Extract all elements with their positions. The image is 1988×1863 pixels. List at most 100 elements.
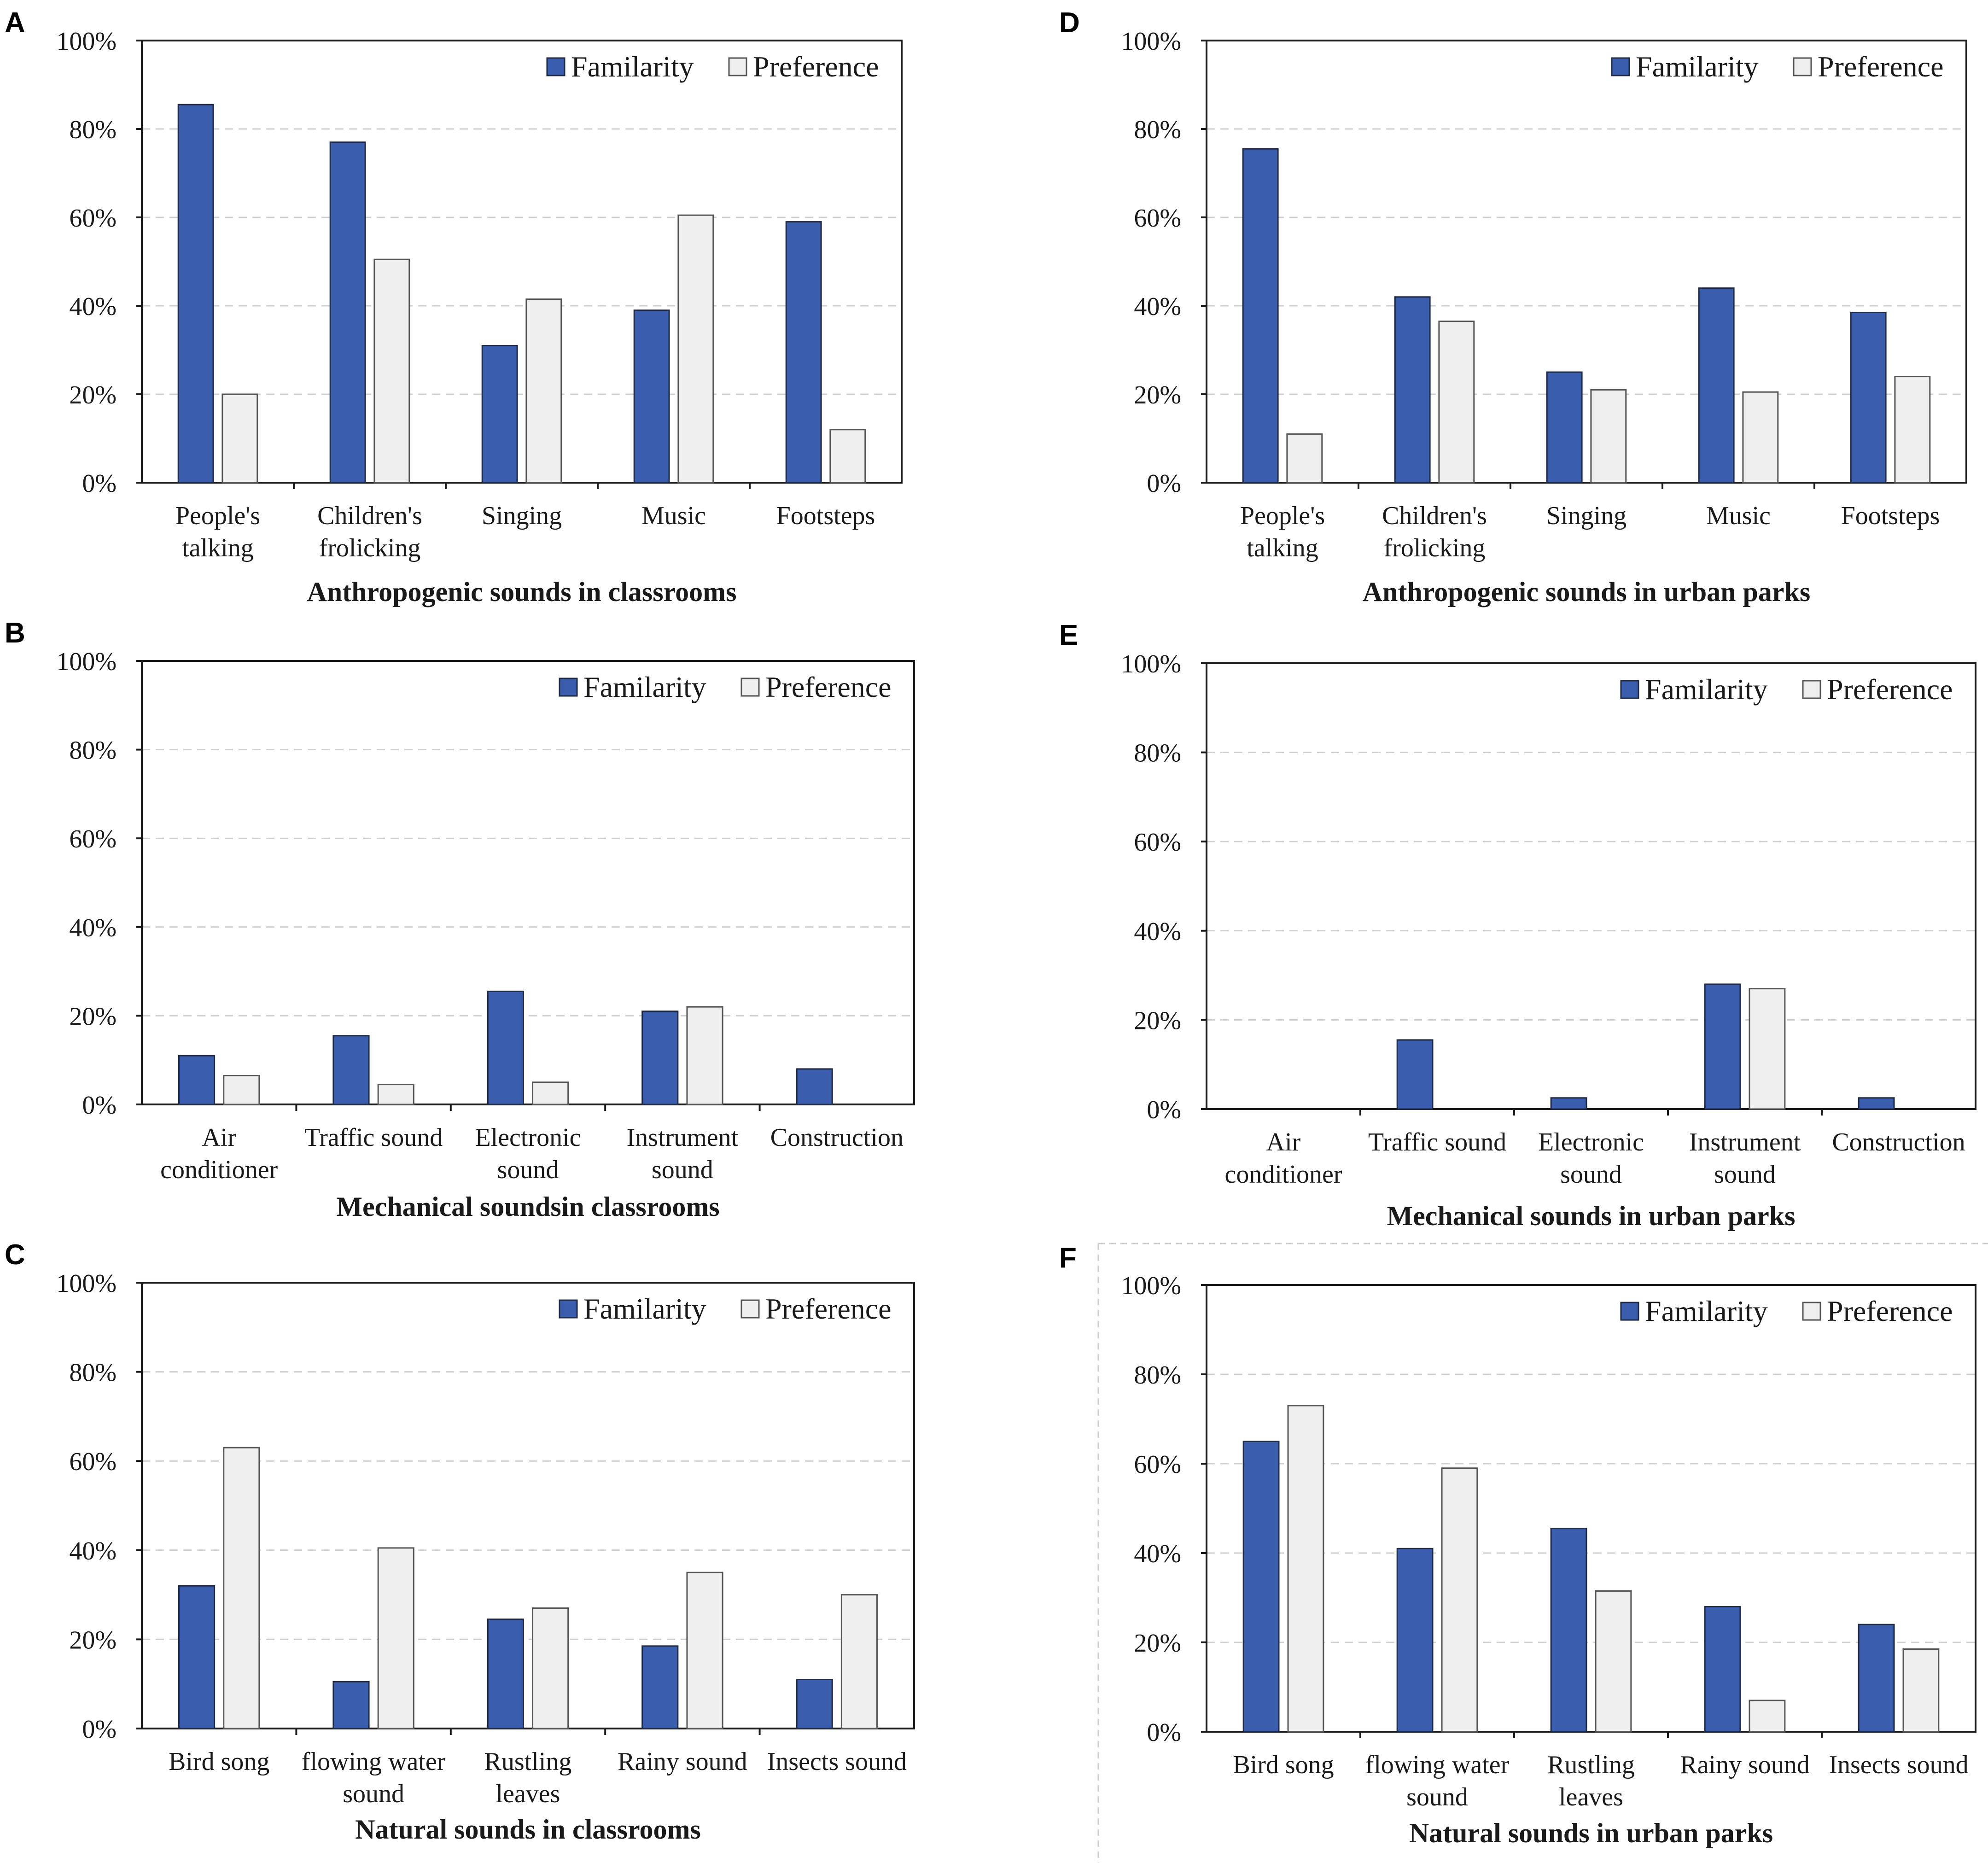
legend-label-preference: Preference <box>753 50 879 83</box>
bar-familiarity <box>1396 1548 1434 1733</box>
chart-panel-c: C 0% 20% 40% 60% 80% 100% Bird song flowing wate… <box>5 1239 915 1845</box>
panel-letter: C <box>5 1239 25 1271</box>
x-tick-label: frolicking <box>1384 534 1486 562</box>
x-tick-label: sound <box>343 1780 404 1808</box>
x-tick-label: Rustling <box>484 1747 572 1776</box>
plot-frame <box>141 40 903 484</box>
chart-panel-b: B 0% 20% 40% 60% 80% 100% Air conditioner Traffic… <box>5 617 915 1222</box>
x-tick-label: flowing water <box>1365 1751 1510 1779</box>
y-tick-label: 60% <box>69 204 117 233</box>
x-tick-label: Instrument <box>627 1123 739 1152</box>
y-tick-label: 0% <box>82 1715 117 1744</box>
x-tick-label: sound <box>497 1156 559 1184</box>
legend-swatch-preference <box>1802 1302 1821 1321</box>
bar-familiarity <box>332 1035 370 1105</box>
x-tick-label: Rainy sound <box>1680 1751 1810 1779</box>
legend-label-preference: Preference <box>765 671 892 703</box>
y-tick-label: 60% <box>1134 1450 1181 1479</box>
bar-preference <box>677 214 714 484</box>
plot-frame <box>1206 1284 1976 1733</box>
y-tick-label: 20% <box>1134 1006 1181 1035</box>
x-tick-label: conditioner <box>160 1156 278 1184</box>
bar-familiarity <box>1858 1097 1895 1110</box>
panel-title: Mechanical sounds in urban parks <box>1387 1201 1796 1231</box>
x-tick-label: talking <box>1247 534 1318 562</box>
y-tick-label: 80% <box>1134 739 1181 768</box>
bar-familiarity <box>332 1681 370 1729</box>
x-tick-label: Children's <box>317 502 422 530</box>
bar-familiarity <box>1396 1039 1434 1110</box>
plot-frame <box>1206 662 1976 1110</box>
bar-familiarity <box>641 1645 679 1729</box>
x-tick-label: talking <box>182 534 254 562</box>
y-tick-label: 0% <box>82 469 117 498</box>
x-tick-label: People's <box>1240 502 1325 530</box>
bar-familiarity <box>1242 1441 1280 1733</box>
x-tick-label: Music <box>641 502 706 530</box>
legend-label-familiarity: Familarity <box>1645 673 1768 706</box>
legend-label-familiarity: Familarity <box>1645 1295 1768 1327</box>
y-tick-label: 80% <box>69 116 117 144</box>
y-tick-label: 80% <box>69 736 117 765</box>
x-tick-label: Air <box>202 1123 236 1152</box>
legend-label-familiarity: Familarity <box>583 671 706 703</box>
panel-letter: B <box>5 617 25 649</box>
legend-swatch-preference <box>740 1299 760 1319</box>
x-tick-label: Insects sound <box>1829 1751 1968 1779</box>
x-tick-label: Footsteps <box>1841 502 1940 530</box>
y-tick-label: 80% <box>1134 1361 1181 1390</box>
legend-swatch-preference <box>740 677 760 697</box>
y-tick-label: 0% <box>1147 1096 1181 1124</box>
bar-familiarity <box>487 990 524 1105</box>
y-tick-label: 20% <box>1134 381 1181 409</box>
y-tick-label: 80% <box>69 1359 117 1387</box>
plot-frame <box>141 1282 915 1729</box>
x-tick-label: frolicking <box>319 534 421 562</box>
x-tick-label: Singing <box>482 502 562 530</box>
bar-preference <box>525 298 562 484</box>
legend-swatch-familiarity <box>1620 680 1639 699</box>
bar-preference <box>1749 988 1786 1110</box>
bar-preference <box>1438 321 1475 484</box>
bar-familiarity <box>1242 148 1279 484</box>
bar-familiarity <box>641 1010 679 1105</box>
bar-preference <box>377 1547 414 1729</box>
bar-preference <box>222 393 258 484</box>
x-tick-label: Children's <box>1382 502 1487 530</box>
y-tick-label: 20% <box>1134 1629 1181 1658</box>
legend-swatch-familiarity <box>1611 57 1630 76</box>
bar-preference <box>1749 1699 1786 1733</box>
x-tick-label: Air <box>1266 1128 1301 1156</box>
panel-letter: A <box>5 7 25 39</box>
bar-familiarity <box>1550 1097 1587 1110</box>
y-tick-label: 100% <box>56 648 117 676</box>
legend-label-familiarity: Familarity <box>583 1292 706 1325</box>
x-tick-label: sound <box>1560 1160 1622 1189</box>
bar-preference <box>532 1081 569 1105</box>
bar-familiarity <box>1394 296 1431 484</box>
x-tick-label: leaves <box>496 1780 560 1808</box>
legend-label-preference: Preference <box>1818 50 1944 83</box>
legend-label-familiarity: Familarity <box>1636 50 1759 83</box>
y-tick-label: 80% <box>1134 116 1181 144</box>
x-tick-label: sound <box>652 1156 713 1184</box>
bar-preference <box>1286 433 1323 484</box>
panel-title: Anthropogenic sounds in urban parks <box>1363 577 1811 607</box>
legend-label-preference: Preference <box>1827 1295 1953 1327</box>
legend-swatch-preference <box>728 57 747 76</box>
bar-preference <box>829 429 866 484</box>
x-tick-label: Singing <box>1546 502 1627 530</box>
bar-familiarity <box>796 1679 833 1729</box>
bar-preference <box>1590 389 1627 484</box>
panel-letter: D <box>1059 7 1080 39</box>
panel-title: Anthropogenic sounds in classrooms <box>307 577 737 607</box>
legend-swatch-familiarity <box>559 677 578 697</box>
x-tick-label: sound <box>1406 1783 1468 1811</box>
chart-panel-f: F 0% 20% 40% 60% 80% 100% Bird song flowing wate… <box>1059 1242 1976 1848</box>
bar-familiarity <box>1546 371 1583 484</box>
bar-preference <box>223 1447 260 1729</box>
bar-preference <box>686 1006 723 1105</box>
bar-familiarity <box>1850 311 1887 484</box>
legend-label-preference: Preference <box>765 1292 892 1325</box>
bar-familiarity <box>1698 287 1735 484</box>
